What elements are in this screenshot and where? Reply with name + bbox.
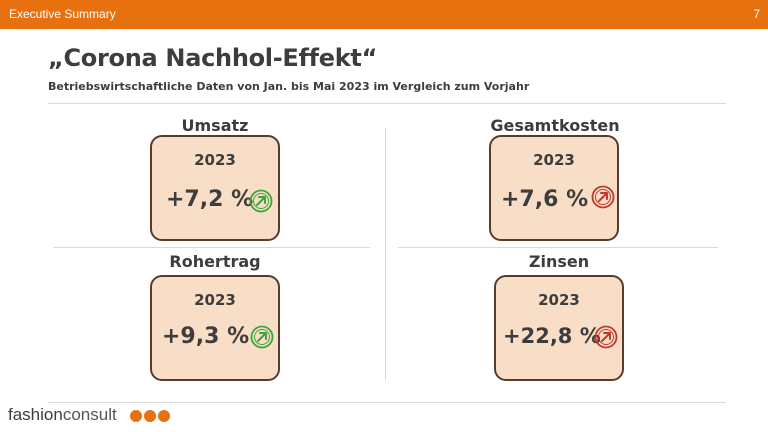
kpi-value: +7,2 % bbox=[166, 187, 254, 212]
kpi-card-zinsen: 2023 +22,8 % bbox=[494, 275, 624, 381]
logo-text-consult: consult bbox=[62, 405, 117, 424]
bottom-divider bbox=[48, 402, 726, 403]
kpi-year: 2023 bbox=[538, 291, 580, 309]
right-middle-divider bbox=[398, 247, 718, 248]
page-number: 7 bbox=[753, 7, 760, 21]
kpi-card-rohertrag: 2023 +9,3 % bbox=[150, 275, 280, 381]
arrow-up-right-icon bbox=[591, 185, 615, 209]
kpi-value: +9,3 % bbox=[162, 324, 250, 349]
arrow-up-right-icon bbox=[594, 325, 618, 349]
logo-dots-icon bbox=[130, 409, 172, 427]
kpi-label-rohertrag: Rohertrag bbox=[169, 252, 261, 271]
kpi-card-umsatz: 2023 +7,2 % bbox=[150, 135, 280, 241]
slide-title: „Corona Nachhol-Effekt“ bbox=[48, 44, 378, 72]
kpi-label-zinsen: Zinsen bbox=[528, 252, 590, 271]
kpi-value: +22,8 % bbox=[503, 324, 601, 348]
kpi-year: 2023 bbox=[194, 151, 236, 169]
header-bar: Executive Summary 7 bbox=[0, 0, 768, 29]
kpi-year: 2023 bbox=[194, 291, 236, 309]
kpi-value: +7,6 % bbox=[501, 187, 589, 212]
kpi-year: 2023 bbox=[533, 151, 575, 169]
arrow-up-right-icon bbox=[249, 189, 273, 213]
kpi-card-gesamtkosten: 2023 +7,6 % bbox=[489, 135, 619, 241]
kpi-label-gesamtkosten: Gesamtkosten bbox=[490, 116, 620, 135]
center-divider bbox=[385, 128, 386, 380]
section-title: Executive Summary bbox=[9, 7, 116, 21]
top-divider bbox=[48, 103, 726, 104]
company-logo: fashionconsult bbox=[8, 405, 117, 425]
left-middle-divider bbox=[53, 247, 370, 248]
arrow-up-right-icon bbox=[250, 325, 274, 349]
slide-subtitle: Betriebswirtschaftliche Daten von Jan. b… bbox=[48, 80, 530, 93]
kpi-label-umsatz: Umsatz bbox=[181, 116, 249, 135]
logo-text-fashion: fashion bbox=[8, 405, 63, 424]
